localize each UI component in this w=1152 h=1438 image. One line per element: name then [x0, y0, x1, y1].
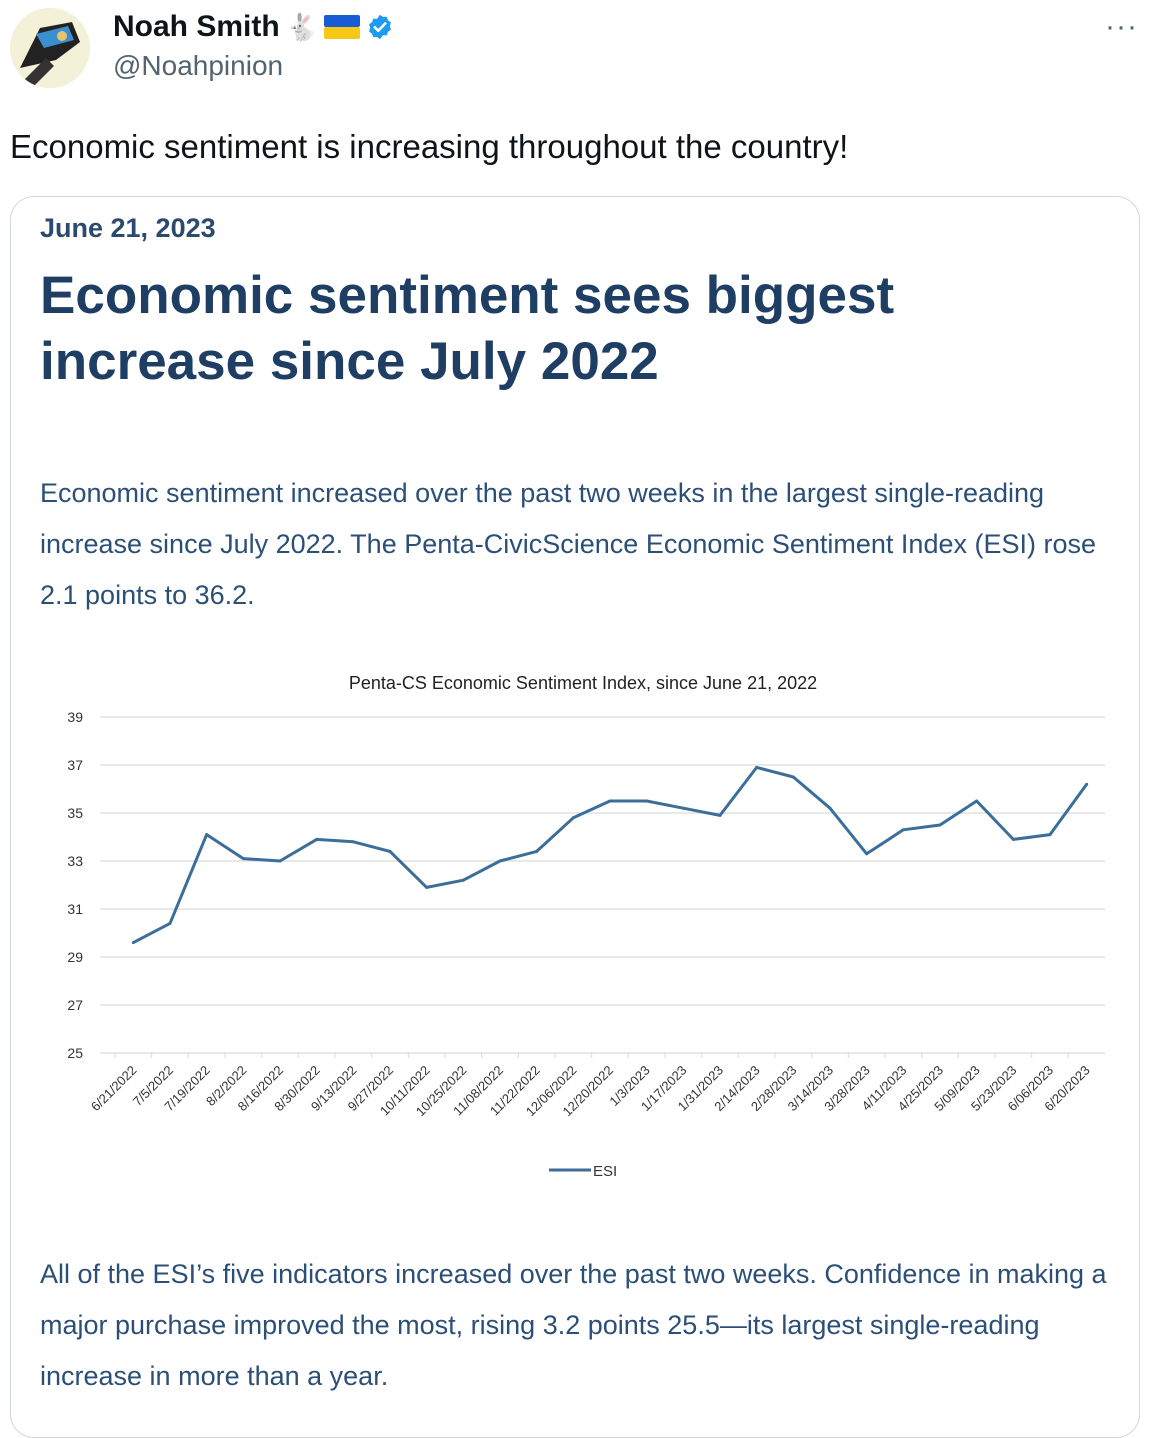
series-line-esi — [132, 765, 1088, 944]
article-date: June 21, 2023 — [40, 213, 216, 243]
x-tick-label: 6/21/2022 — [88, 1063, 140, 1115]
data-point — [1085, 782, 1089, 786]
verified-badge-icon — [369, 14, 392, 40]
data-point — [938, 823, 942, 827]
y-tick-label: 31 — [67, 901, 83, 917]
article-headline: Economic sentiment sees biggest increase… — [40, 266, 895, 391]
data-point — [388, 849, 392, 853]
data-point — [168, 921, 172, 925]
y-tick-label: 37 — [67, 757, 83, 773]
esi-line-chart: Penta-CS Economic Sentiment Index, since… — [67, 673, 1105, 1180]
y-tick-label: 25 — [67, 1045, 83, 1061]
data-point — [608, 799, 612, 803]
article-image-card[interactable]: June 21, 2023 Economic sentiment sees bi… — [10, 196, 1140, 1438]
data-point — [498, 859, 502, 863]
article-closing: All of the ESI’s five indicators increas… — [40, 1259, 1107, 1391]
avatar[interactable] — [10, 8, 90, 88]
data-point — [571, 816, 575, 820]
legend-label: ESI — [593, 1163, 617, 1180]
data-point — [755, 765, 759, 769]
data-point — [828, 806, 832, 810]
data-point — [975, 799, 979, 803]
ukraine-flag-icon — [324, 15, 361, 39]
data-point — [205, 833, 209, 837]
avatar-image — [10, 8, 90, 88]
data-point — [425, 885, 429, 889]
y-tick-label: 27 — [67, 997, 83, 1013]
y-tick-label: 29 — [67, 949, 83, 965]
data-point — [131, 941, 135, 945]
data-point — [241, 857, 245, 861]
data-point — [1011, 837, 1015, 841]
data-point — [535, 849, 539, 853]
author-handle[interactable]: @Noahpinion — [113, 50, 284, 81]
data-point — [278, 859, 282, 863]
data-point — [645, 799, 649, 803]
data-point — [315, 837, 319, 841]
chart-title: Penta-CS Economic Sentiment Index, since… — [349, 673, 817, 693]
author-name[interactable]: Noah Smith — [113, 10, 280, 43]
more-options-button[interactable]: ··· — [1105, 10, 1138, 43]
data-point — [865, 852, 869, 856]
data-point — [718, 813, 722, 817]
data-point — [901, 828, 905, 832]
y-tick-label: 39 — [67, 709, 83, 725]
tweet-text: Economic sentiment is increasing through… — [10, 128, 849, 165]
data-point — [461, 878, 465, 882]
data-point — [351, 840, 355, 844]
y-tick-label: 33 — [67, 853, 83, 869]
data-point — [681, 806, 685, 810]
article-intro: Economic sentiment increased over the pa… — [40, 478, 1097, 610]
data-point — [1048, 833, 1052, 837]
data-point — [791, 775, 795, 779]
rabbit-emoji: 🐇 — [285, 11, 319, 42]
author-name-row[interactable]: Noah Smith 🐇 — [113, 10, 394, 44]
y-tick-label: 35 — [67, 805, 83, 821]
